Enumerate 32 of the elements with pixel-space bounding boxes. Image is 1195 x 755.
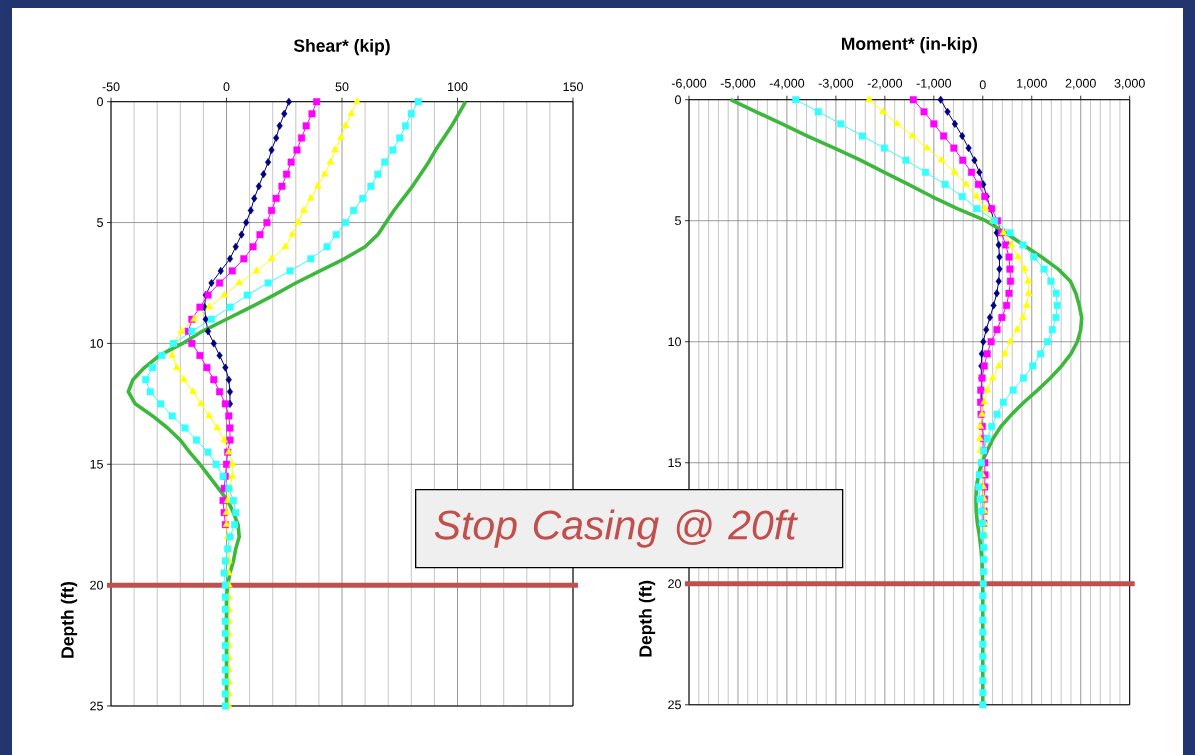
- chart-title: Shear* (kip): [293, 39, 390, 56]
- x-tick-label: -3,000: [818, 78, 854, 90]
- x-tick-label: 100: [448, 82, 468, 92]
- x-tick-label: 1,000: [1017, 78, 1047, 90]
- y-tick-label: 15: [668, 458, 681, 468]
- y-tick-label: 10: [668, 337, 681, 347]
- y-tick-label: 10: [90, 339, 103, 348]
- x-tick-label: -4,000: [769, 78, 805, 90]
- y-tick-label: 15: [90, 459, 103, 469]
- y-tick-label: 5: [675, 216, 681, 226]
- x-tick-label: 50: [335, 82, 349, 92]
- y-tick-label: 0: [97, 97, 103, 107]
- x-tick-label: -5,000: [720, 78, 756, 90]
- y-tick-label: 25: [668, 700, 681, 710]
- y-tick-label: 25: [90, 701, 103, 711]
- chart-title: Moment* (in-kip): [841, 37, 977, 54]
- x-tick-label: 0: [223, 82, 230, 92]
- x-tick-label: 0: [979, 80, 986, 90]
- x-tick-label: -50: [102, 82, 120, 92]
- y-axis-title: Depth (ft): [638, 580, 656, 657]
- x-tick-label: 2,000: [1065, 78, 1096, 90]
- y-tick-label: 20: [668, 579, 681, 589]
- y-axis-title: Depth (ft): [60, 582, 78, 658]
- x-tick-label: -2,000: [867, 78, 903, 90]
- x-tick-label: 150: [563, 82, 583, 92]
- ref-line-label: Stop Casing @ 20ft: [434, 509, 798, 548]
- x-tick-label: -1,000: [916, 78, 952, 90]
- x-tick-label: 3,000: [1114, 78, 1145, 90]
- y-tick-label: 0: [675, 95, 681, 105]
- x-tick-label: -6,000: [671, 78, 707, 90]
- y-tick-label: 5: [97, 218, 103, 227]
- y-tick-label: 20: [90, 580, 103, 590]
